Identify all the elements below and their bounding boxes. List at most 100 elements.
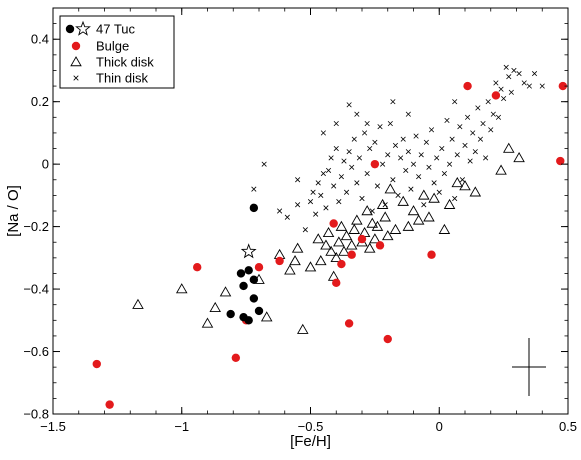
data-point — [558, 81, 568, 91]
data-point — [470, 130, 476, 136]
data-point — [469, 186, 482, 197]
data-point — [446, 161, 453, 167]
data-point — [556, 156, 565, 166]
data-point — [431, 180, 437, 186]
legend-item: Thick disk — [70, 55, 154, 70]
legend-marker — [71, 41, 81, 51]
y-tick-label: −0.6 — [23, 344, 49, 359]
series-47-tuc-filled-circle — [226, 203, 264, 325]
data-point — [443, 198, 456, 209]
data-point — [475, 105, 481, 111]
data-point — [219, 286, 232, 297]
data-point — [251, 186, 257, 192]
data-point — [464, 114, 471, 120]
data-point — [312, 233, 325, 244]
data-point — [347, 250, 356, 259]
data-point — [502, 142, 515, 153]
data-point — [236, 269, 246, 278]
data-point — [428, 127, 435, 133]
data-point — [418, 152, 424, 158]
data-point — [344, 319, 354, 328]
data-point — [260, 311, 273, 322]
data-point — [390, 99, 396, 105]
data-point — [351, 136, 357, 142]
data-point — [336, 199, 342, 205]
data-point — [423, 139, 429, 145]
data-point — [403, 167, 409, 173]
data-point — [349, 164, 355, 170]
data-point — [400, 136, 406, 142]
data-point — [516, 71, 522, 77]
data-point — [361, 130, 368, 136]
data-point — [366, 217, 379, 228]
data-point — [511, 67, 517, 74]
legend-marker — [65, 24, 75, 34]
data-point — [345, 239, 358, 250]
data-point — [337, 259, 346, 269]
data-point — [375, 241, 385, 250]
data-point — [244, 266, 253, 275]
data-point — [508, 89, 514, 95]
data-point — [485, 99, 491, 105]
data-point — [449, 136, 455, 142]
data-point — [231, 353, 241, 362]
data-point — [426, 164, 432, 170]
data-point — [495, 164, 507, 175]
data-point — [332, 278, 341, 288]
data-point — [441, 170, 447, 177]
x-tick-label: −1.5 — [40, 419, 66, 434]
data-point — [333, 145, 339, 152]
data-point — [351, 214, 363, 225]
legend-item: Thin disk — [73, 71, 149, 86]
data-point — [226, 309, 235, 319]
data-point — [385, 152, 391, 158]
data-point — [302, 227, 308, 233]
x-tick-label: 0 — [436, 419, 443, 434]
data-point — [416, 174, 422, 180]
data-point — [421, 202, 427, 208]
data-point — [405, 149, 411, 155]
data-point — [244, 316, 253, 325]
x-tick-label: −1 — [174, 419, 189, 434]
data-point — [364, 120, 370, 127]
data-point — [495, 114, 502, 120]
data-point — [369, 233, 381, 244]
data-point — [333, 236, 345, 247]
data-point — [356, 155, 363, 161]
data-point — [389, 223, 402, 234]
data-point — [348, 223, 361, 234]
data-point — [132, 298, 144, 309]
data-point — [477, 136, 484, 142]
data-point — [338, 174, 344, 180]
data-point — [480, 120, 486, 127]
data-point — [498, 86, 504, 92]
data-point — [239, 281, 248, 291]
data-point — [289, 255, 301, 266]
data-point — [459, 180, 471, 191]
data-point — [539, 83, 545, 89]
data-point — [423, 211, 435, 222]
data-point — [322, 226, 335, 238]
data-point — [307, 199, 314, 205]
legend-label: 47 Tuc — [96, 22, 136, 37]
data-point — [438, 223, 451, 234]
data-point — [428, 192, 440, 203]
data-point — [261, 161, 267, 167]
data-point — [346, 102, 352, 108]
data-point — [370, 159, 380, 169]
data-point — [320, 239, 332, 250]
data-point — [407, 205, 420, 216]
data-point — [193, 263, 202, 272]
data-point — [513, 152, 525, 163]
data-point — [346, 149, 352, 155]
data-point — [331, 183, 337, 189]
data-point — [361, 205, 373, 216]
legend-marker — [70, 56, 82, 67]
y-tick-label: −0.8 — [23, 407, 49, 422]
legend-label: Thin disk — [96, 71, 149, 86]
data-point — [371, 220, 384, 231]
data-point — [296, 323, 309, 334]
data-point — [105, 400, 114, 409]
